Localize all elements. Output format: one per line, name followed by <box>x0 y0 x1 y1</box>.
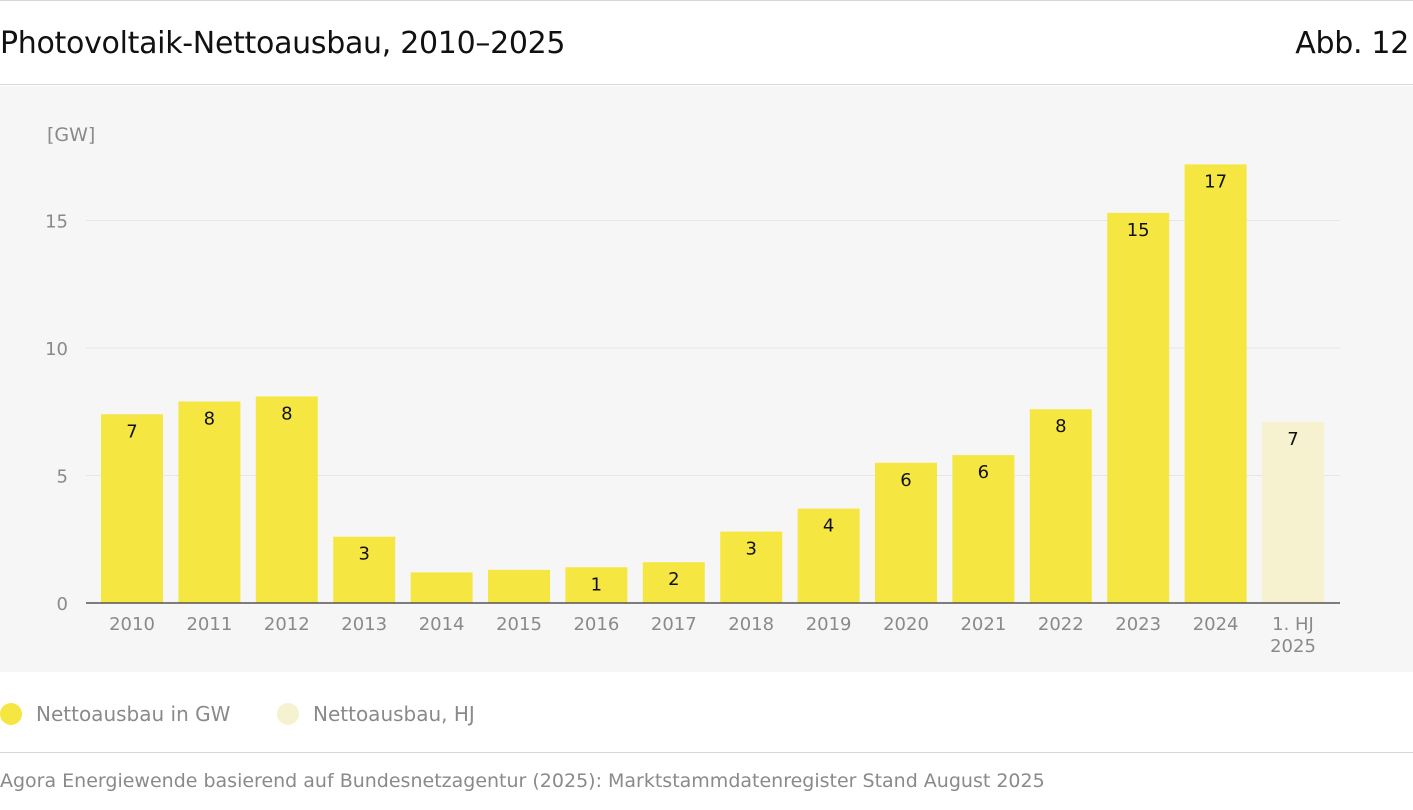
bar-2014 <box>410 572 473 603</box>
data-label: 7 <box>1287 429 1298 450</box>
title-rule <box>0 84 1413 85</box>
x-tick-label: 2010 <box>109 614 155 635</box>
x-tick-label: 2020 <box>883 614 929 635</box>
data-label: 17 <box>1204 171 1227 192</box>
bar-2013 <box>333 536 396 603</box>
x-tick-label: 2015 <box>496 614 542 635</box>
bar-2020 <box>875 462 937 603</box>
bar-2017 <box>642 562 705 603</box>
figure-number: Abb. 12 <box>1295 26 1409 61</box>
data-label: 8 <box>204 409 215 430</box>
x-tick-label: 2017 <box>651 614 697 635</box>
x-tick-label: 2011 <box>186 614 232 635</box>
legend-swatch-half-year <box>277 703 299 725</box>
y-axis-ticks: 0 5 10 15 <box>45 212 68 616</box>
bar-2011 <box>178 401 241 603</box>
data-label: 7 <box>126 421 137 442</box>
x-axis-ticks: 2010 2011 2012 2013 2014 2015 2016 2017 2018 2019… <box>109 614 1316 657</box>
data-label: 8 <box>281 403 292 424</box>
data-label: 3 <box>745 539 756 560</box>
legend-swatch-main <box>0 703 22 725</box>
x-tick-label: 1. HJ 2025 <box>1270 614 1316 657</box>
data-label: 6 <box>900 470 911 491</box>
y-tick-label: 0 <box>57 594 68 615</box>
legend-label-main: Nettoausbau in GW <box>36 702 231 726</box>
y-tick-label: 15 <box>45 212 68 233</box>
x-tick-label: 2023 <box>1115 614 1161 635</box>
chart-title: Photovoltaik-Nettoausbau, 2010–2025 <box>0 26 566 61</box>
data-label: 2 <box>668 569 679 590</box>
bars <box>101 164 1324 603</box>
top-rule <box>0 0 1413 1</box>
data-labels: 7 8 8 3 1 2 3 4 6 6 8 15 17 7 <box>126 171 1298 595</box>
data-label: 1 <box>591 574 602 595</box>
bar-2016 <box>565 567 628 603</box>
legend-item-main: Nettoausbau in GW <box>0 700 230 728</box>
x-tick-label: 2012 <box>264 614 310 635</box>
x-tick-label: 2022 <box>1038 614 1084 635</box>
x-tick-label: 2014 <box>419 614 465 635</box>
x-tick-label: 2019 <box>806 614 852 635</box>
bar-2018 <box>720 531 783 603</box>
x-tick-label: 2013 <box>341 614 387 635</box>
data-label: 8 <box>1055 416 1066 437</box>
bar-2023 <box>1107 212 1170 603</box>
x-tick-label: 2018 <box>728 614 774 635</box>
bar-2012 <box>255 396 318 603</box>
bar-2010 <box>101 414 163 603</box>
bar-2021 <box>952 455 1015 603</box>
y-tick-label: 10 <box>45 339 68 360</box>
bar-2024 <box>1184 164 1247 603</box>
data-label: 4 <box>823 516 834 537</box>
data-label: 15 <box>1127 220 1150 241</box>
bar-2015 <box>488 569 550 603</box>
legend-item-half-year: Nettoausbau, HJ <box>277 700 475 728</box>
y-axis-label: [GW] <box>47 124 95 146</box>
bar-1-hj-2025 <box>1262 421 1324 603</box>
data-label: 6 <box>978 462 989 483</box>
x-tick-label: 2016 <box>573 614 619 635</box>
legend-label-half-year: Nettoausbau, HJ <box>313 702 475 726</box>
x-tick-label: 2021 <box>960 614 1006 635</box>
source-note: Agora Energiewende basierend auf Bundesn… <box>0 770 1045 792</box>
x-tick-label: 2024 <box>1193 614 1239 635</box>
bar-2019 <box>797 508 860 603</box>
bar-2022 <box>1029 409 1092 603</box>
y-tick-label: 5 <box>57 467 68 488</box>
data-label: 3 <box>358 544 369 565</box>
footer-rule <box>0 752 1413 753</box>
bar-chart: [GW] 0 5 10 15 2010 2011 2012 2013 2014 2015 2016… <box>45 124 1340 657</box>
